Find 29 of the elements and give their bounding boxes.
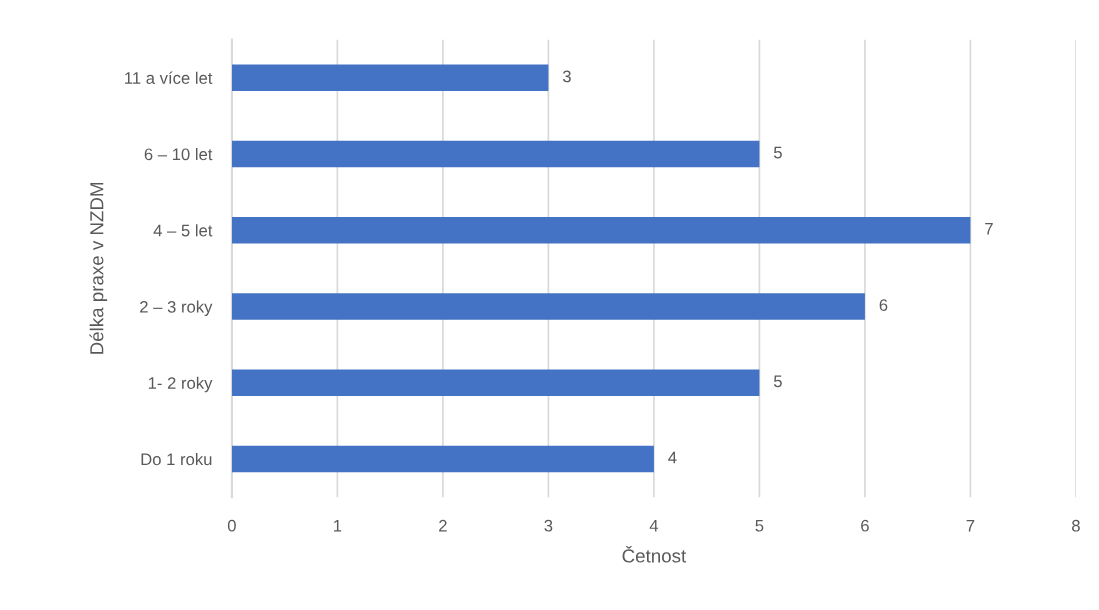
y-tick-label: 6 – 10 let <box>144 147 213 161</box>
bar <box>231 445 654 473</box>
x-tick-label: 1 <box>334 519 342 532</box>
x-tick-label: 7 <box>966 519 975 532</box>
x-tick-label: 2 <box>439 519 447 532</box>
bar <box>231 216 971 244</box>
x-tick-label: 4 <box>649 519 659 532</box>
bar <box>231 140 760 168</box>
y-tick-label: 4 – 5 let <box>153 224 213 237</box>
data-label: 7 <box>985 223 993 235</box>
x-tick-label: 3 <box>544 519 553 532</box>
y-axis-title: Délka praxe v NZDM <box>89 182 108 354</box>
x-tick-label: 6 <box>861 519 869 532</box>
bar <box>231 369 760 397</box>
data-label: 5 <box>773 375 782 388</box>
bar <box>231 64 549 92</box>
data-label: 6 <box>879 299 888 311</box>
y-tick-label: Do 1 roku <box>141 452 212 466</box>
data-label: 4 <box>668 451 677 464</box>
x-axis-title: Četnost <box>622 546 687 563</box>
data-label: 5 <box>773 146 782 159</box>
y-tick-label: 11 a více let <box>125 71 213 84</box>
data-label: 3 <box>562 70 571 83</box>
bar <box>231 293 865 320</box>
x-tick-label: 5 <box>755 519 764 532</box>
x-tick-label: 0 <box>227 519 236 532</box>
y-tick-label: 1- 2 roky <box>148 376 213 393</box>
y-tick-label: 2 – 3 roky <box>140 300 213 317</box>
x-tick-label: 8 <box>1072 519 1080 532</box>
